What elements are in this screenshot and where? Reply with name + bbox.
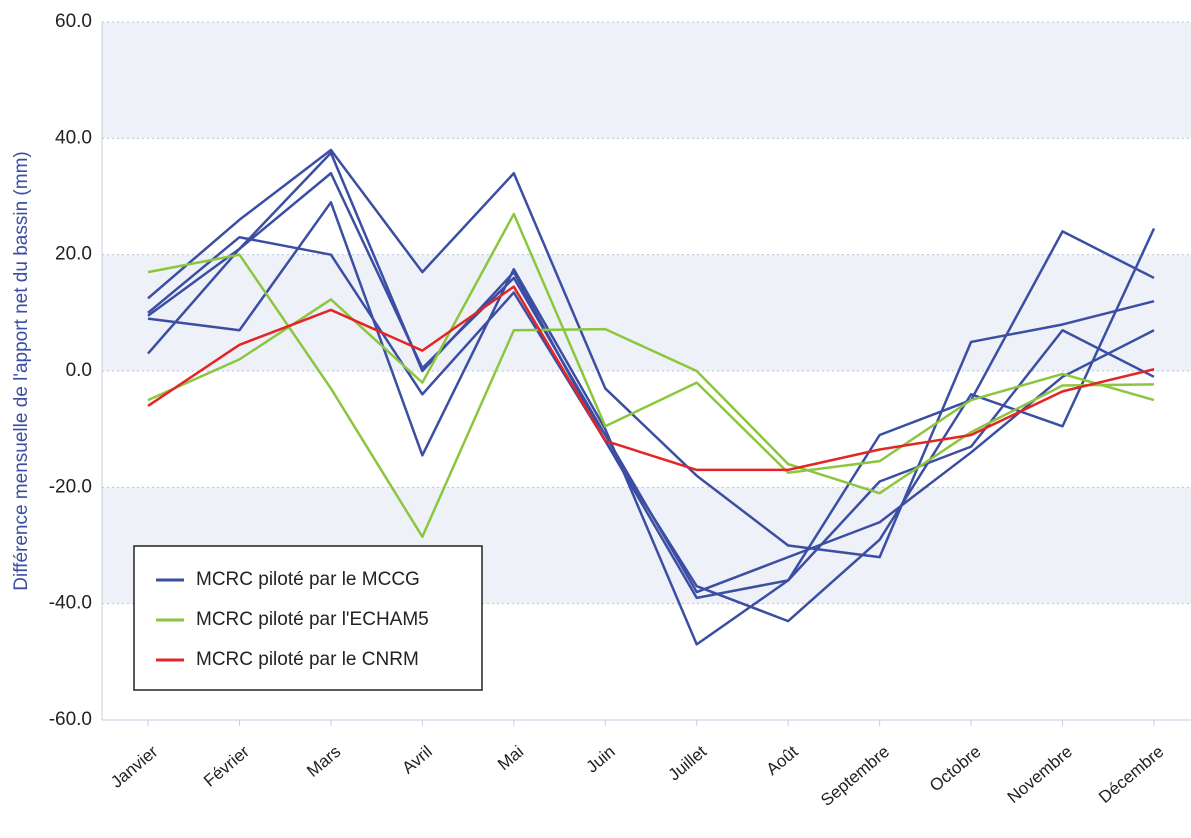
band xyxy=(102,254,1191,371)
y-tick-label: 0.0 xyxy=(66,360,92,381)
x-tick-label: Mars xyxy=(303,742,344,781)
legend-label: MCRC piloté par l'ECHAM5 xyxy=(196,609,429,630)
line xyxy=(147,148,1155,559)
x-tick-label: Novembre xyxy=(1004,742,1076,807)
x-tick-label: Juillet xyxy=(665,742,711,785)
x-tick-label: Septembre xyxy=(817,742,893,810)
band xyxy=(102,22,1191,139)
line xyxy=(147,171,1155,594)
x-tick-label: Février xyxy=(200,742,253,791)
x-tick-label: Décembre xyxy=(1095,742,1167,807)
y-tick-label: 60.0 xyxy=(55,11,92,32)
legend-label: MCRC piloté par le CNRM xyxy=(196,649,419,670)
y-tick-label: -60.0 xyxy=(49,709,92,730)
line xyxy=(147,212,1155,475)
y-tick-label: -20.0 xyxy=(49,476,92,497)
y-tick-label: -40.0 xyxy=(49,593,92,614)
legend-box xyxy=(133,545,483,691)
y-tick-label: 20.0 xyxy=(55,244,92,265)
x-tick-label: Juin xyxy=(583,742,619,777)
x-tick-label: Mai xyxy=(494,742,527,774)
y-tick-label: 40.0 xyxy=(55,127,92,148)
y-axis-label: Différence mensuelle de l'apport net du … xyxy=(11,151,32,590)
x-tick-label: Janvier xyxy=(107,742,161,792)
legend-label: MCRC piloté par le MCCG xyxy=(196,569,420,590)
x-tick-label: Août xyxy=(763,742,802,779)
line xyxy=(147,201,1155,646)
x-tick-label: Octobre xyxy=(926,742,985,795)
line xyxy=(147,253,1155,539)
x-tick-label: Avril xyxy=(399,742,436,778)
line xyxy=(147,285,1155,472)
